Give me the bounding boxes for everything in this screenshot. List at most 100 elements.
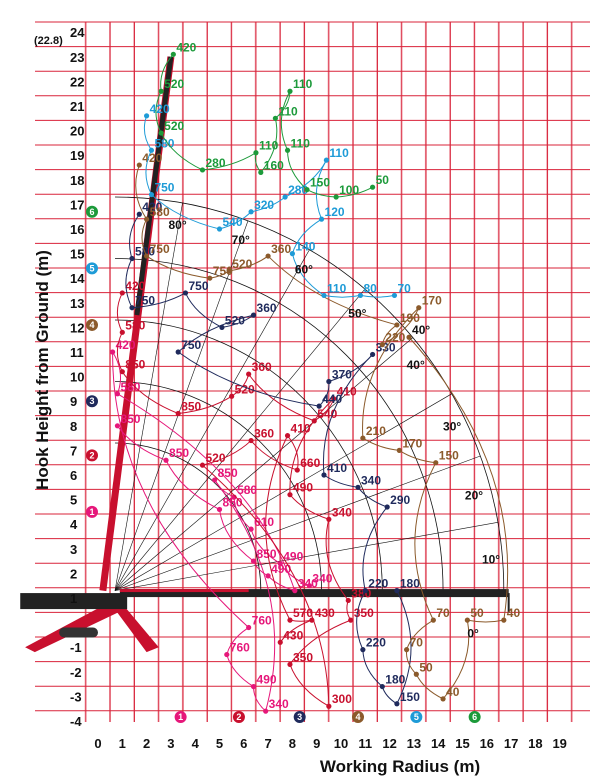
data-point bbox=[148, 191, 155, 198]
data-point bbox=[394, 701, 400, 707]
series-arc bbox=[382, 307, 420, 346]
capacity-label: 120 bbox=[325, 205, 345, 219]
section-badge-bottom-number: 2 bbox=[236, 712, 241, 722]
data-point bbox=[394, 322, 400, 328]
data-point bbox=[119, 369, 125, 375]
data-point bbox=[265, 573, 271, 579]
series-arc bbox=[177, 351, 320, 407]
data-point bbox=[501, 617, 507, 623]
series-arc bbox=[116, 332, 123, 372]
horizontal-boom-accent bbox=[119, 589, 249, 593]
capacity-label: 100 bbox=[339, 183, 359, 197]
data-point bbox=[384, 504, 390, 510]
series-arc bbox=[229, 255, 269, 272]
capacity-label: 580 bbox=[120, 380, 140, 394]
data-point bbox=[357, 292, 364, 299]
data-point bbox=[265, 253, 271, 259]
x-tick-label: 5 bbox=[216, 736, 223, 751]
data-point bbox=[304, 187, 310, 193]
data-point bbox=[464, 617, 470, 623]
series-arc bbox=[155, 91, 162, 134]
section-badge-left-number: 3 bbox=[89, 396, 94, 406]
angle-ray bbox=[114, 521, 498, 591]
radius-arc bbox=[115, 442, 262, 591]
angle-ray bbox=[114, 337, 414, 591]
crane-illustration bbox=[20, 56, 510, 653]
data-point bbox=[360, 647, 366, 653]
capacity-label: 150 bbox=[400, 690, 420, 704]
radius-arc bbox=[115, 196, 505, 591]
capacity-label: 50 bbox=[419, 660, 433, 674]
capacity-label: 110 bbox=[291, 136, 311, 150]
section-badge-left bbox=[86, 262, 98, 275]
capacity-label: 420 bbox=[116, 338, 136, 352]
capacity-label: 520 bbox=[164, 77, 184, 91]
series-6: 420 520 520 280 110 160 110 110 110 150 100 50 bbox=[155, 40, 389, 200]
series-arc bbox=[399, 449, 436, 464]
series-arc bbox=[117, 393, 296, 591]
angle-label: 60° bbox=[295, 262, 313, 276]
y-axis-title: Hook Height from Ground (m) bbox=[33, 250, 52, 490]
capacity-label: 750 bbox=[188, 279, 208, 293]
capacity-label: 350 bbox=[293, 650, 313, 664]
capacity-label: 40° bbox=[412, 323, 430, 337]
series-arc bbox=[233, 497, 252, 530]
x-tick-label: 17 bbox=[504, 736, 518, 751]
y-tick-label: 10 bbox=[70, 370, 84, 385]
x-tick-label: 19 bbox=[552, 736, 566, 751]
angle-ray bbox=[114, 455, 481, 591]
series-arc bbox=[145, 150, 152, 195]
series-arc bbox=[117, 425, 167, 461]
series-arc bbox=[289, 398, 335, 495]
y-tick-label: 21 bbox=[70, 99, 84, 114]
section-badge-left bbox=[86, 318, 98, 331]
capacity-label: 80 bbox=[363, 281, 377, 295]
data-point bbox=[360, 435, 366, 441]
capacity-label: 490 bbox=[293, 481, 313, 495]
data-point bbox=[250, 683, 257, 690]
data-point bbox=[212, 477, 218, 483]
capacity-label: 340 bbox=[361, 473, 381, 487]
section-badge-bottom-number: 6 bbox=[472, 712, 477, 722]
data-point bbox=[253, 150, 259, 156]
crane-body bbox=[20, 593, 128, 610]
data-point bbox=[219, 324, 225, 330]
section-badge-bottom bbox=[352, 711, 365, 723]
series-arc bbox=[279, 563, 310, 587]
section-badge-bottom-number: 4 bbox=[356, 712, 361, 722]
angle-label: 50° bbox=[348, 307, 366, 321]
capacity-label: 110 bbox=[293, 77, 313, 91]
series-arc bbox=[267, 575, 295, 592]
section-badge-left bbox=[86, 395, 98, 408]
series-arc bbox=[121, 371, 179, 414]
capacity-label: 760 bbox=[252, 614, 272, 628]
section-badges: 1 2 3 4 5 6 1 2 3 4 5 6 bbox=[86, 205, 481, 723]
series-arc bbox=[131, 292, 186, 309]
capacity-label: 540 bbox=[223, 215, 243, 229]
data-point bbox=[326, 703, 332, 709]
capacity-label: 110 bbox=[327, 281, 347, 295]
y-tick-label: 11 bbox=[70, 345, 84, 360]
capacity-label: 70 bbox=[436, 606, 450, 620]
data-point bbox=[379, 342, 385, 348]
radius-arc bbox=[115, 258, 444, 591]
series-arc bbox=[381, 686, 398, 705]
y-tick-label: 8 bbox=[70, 419, 77, 434]
data-point bbox=[129, 305, 135, 311]
radius-arc bbox=[115, 381, 322, 591]
angle-label: 80° bbox=[168, 218, 186, 232]
capacity-label: 570 bbox=[293, 606, 313, 620]
capacity-label: 520 bbox=[205, 451, 225, 465]
series-arc bbox=[336, 186, 373, 198]
radius-arcs bbox=[114, 196, 505, 591]
capacity-label: 370 bbox=[332, 368, 352, 382]
series-4: 4205807507505203601902201702101701507070… bbox=[135, 151, 520, 702]
series-2: 4205808508505203605404104903403803503503… bbox=[116, 279, 374, 709]
data-point bbox=[404, 647, 410, 653]
series-3: 4205807507505203607504403703304103402902… bbox=[125, 200, 420, 707]
data-point bbox=[348, 617, 354, 623]
series-arc bbox=[323, 474, 359, 488]
capacity-label: 110 bbox=[259, 139, 279, 153]
capacity-label: 180 bbox=[400, 577, 420, 591]
